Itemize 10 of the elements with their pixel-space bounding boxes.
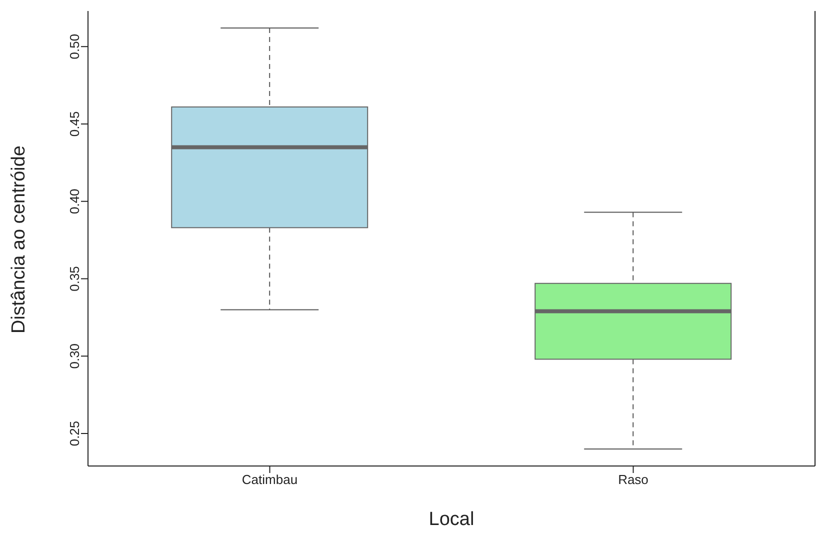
y-tick-label: 0.35 [67, 266, 82, 292]
y-tick-label: 0.40 [67, 188, 82, 214]
x-axis-title: Local [428, 509, 474, 530]
x-tick-label: Raso [618, 472, 648, 488]
y-tick-label: 0.50 [67, 34, 82, 60]
x-tick-label: Catimbau [242, 472, 298, 488]
y-tick-label: 0.25 [67, 420, 82, 446]
y-tick-label: 0.45 [67, 111, 82, 137]
y-tick-label: 0.30 [67, 343, 82, 369]
y-axis-title: Distância ao centróide [8, 146, 30, 334]
